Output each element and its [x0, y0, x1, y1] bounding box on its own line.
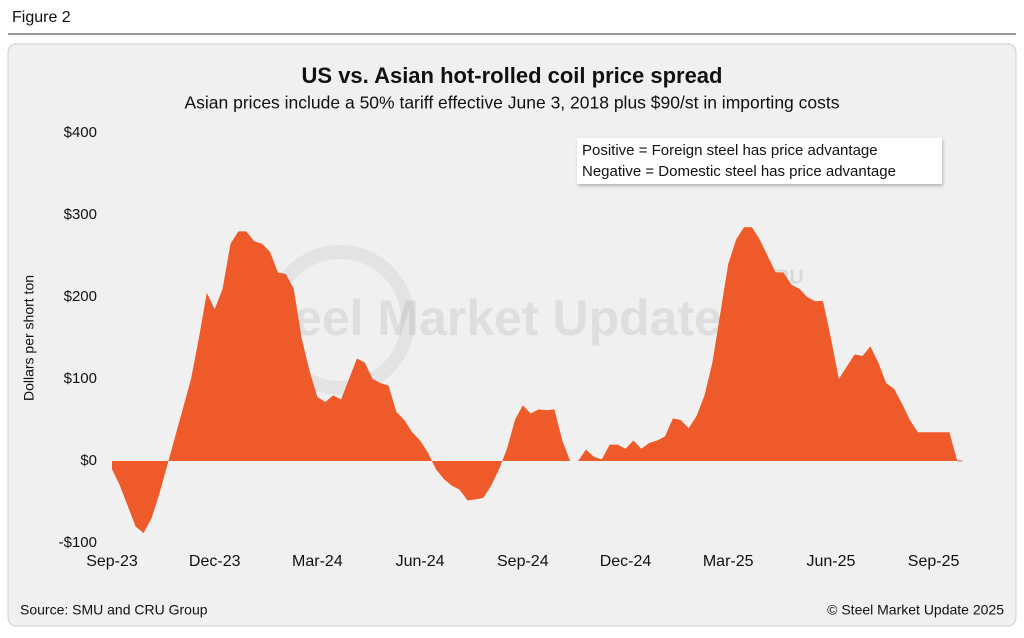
watermark: Steel Market Update: [244, 290, 722, 346]
area: [112, 227, 958, 534]
y-tick-label: $0: [80, 452, 97, 469]
x-tick-label: Mar-24: [292, 553, 343, 570]
chart-title: US vs. Asian hot-rolled coil price sprea…: [302, 63, 723, 88]
copyright: © Steel Market Update 2025: [827, 602, 1004, 618]
y-tick-label: $300: [64, 206, 97, 223]
y-tick-label: $100: [64, 370, 97, 387]
chart-subtitle: Asian prices include a 50% tariff effect…: [184, 93, 839, 113]
annotation: Positive = Foreign steel has price advan…: [582, 142, 878, 159]
x-tick-label: Jun-25: [806, 553, 855, 570]
chart-panel: [7, 43, 1017, 627]
x-tick-label: Sep-23: [86, 553, 138, 570]
x-tick-label: Dec-24: [600, 553, 652, 570]
y-axis-label: Dollars per short ton: [21, 275, 37, 401]
y-tick-label: -$100: [59, 534, 97, 551]
annotation: Negative = Domestic steel has price adva…: [582, 163, 896, 180]
legend-box: [577, 138, 942, 184]
x-tick-label: Sep-24: [497, 553, 549, 570]
y-tick-label: $400: [64, 124, 97, 141]
x-tick-label: Dec-23: [189, 553, 241, 570]
plot: -$100 $0 $100 $200 $300 $400 Sep-23 Dec-23 Mar-2…: [59, 124, 963, 570]
source: Source: SMU and CRU Group: [20, 602, 208, 618]
y-tick-label: $200: [64, 288, 97, 305]
x-tick-label: Sep-25: [908, 553, 960, 570]
x-tick-label: Jun-24: [396, 553, 445, 570]
x-tick-label: Mar-25: [703, 553, 754, 570]
figure-label: Figure 2: [12, 9, 71, 26]
